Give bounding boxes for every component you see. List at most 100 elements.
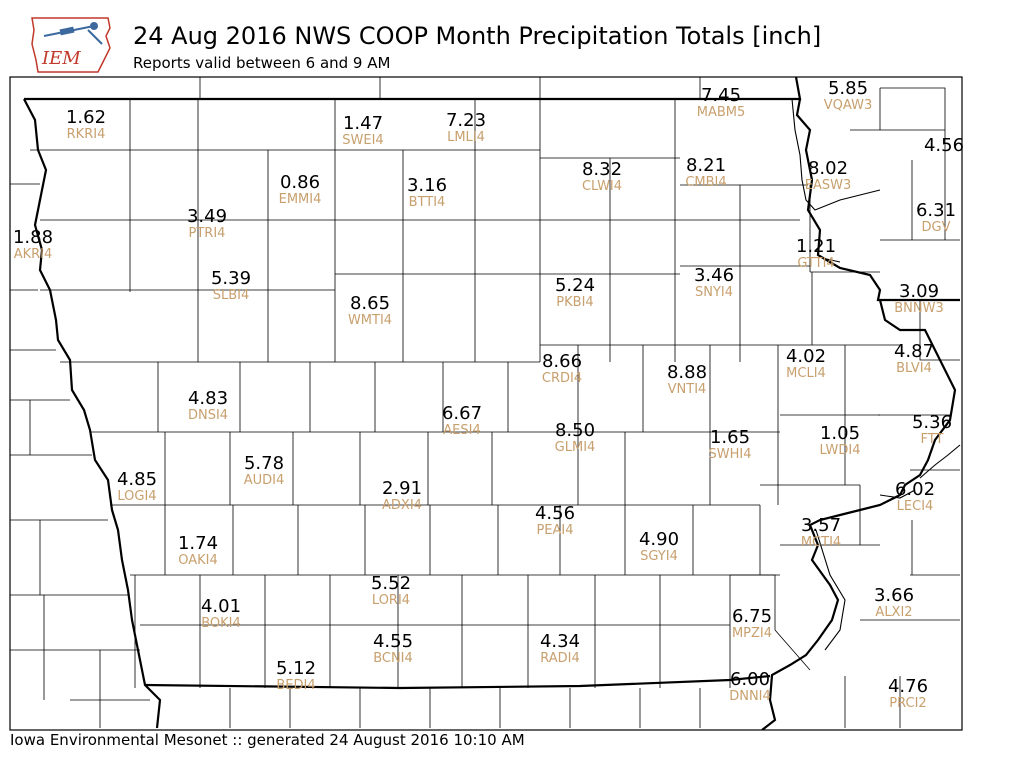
station-id: MPZI4 [732,626,772,641]
station-value: 6.67 [442,403,482,424]
station-id: ALXI2 [875,605,912,620]
station-id: SWHI4 [709,447,752,462]
station-id: BNNW3 [894,301,944,316]
station-value: 1.47 [343,113,383,134]
station-value: 8.32 [582,159,622,180]
iem-logo: IEM [31,17,111,73]
station-id: AKRI4 [14,247,53,262]
station-id: PKBI4 [556,295,593,310]
station-value: 4.56 [535,503,575,524]
station-id: WMTI4 [348,313,392,328]
station-marker: 4.56 [924,135,964,156]
station-value: 6.31 [916,200,956,221]
station-value: 4.90 [639,529,679,550]
station-value: 4.02 [786,346,826,367]
station-id: SNYI4 [695,285,733,300]
station-value: 5.12 [276,658,316,679]
station-id: SGYI4 [640,549,678,564]
station-value: 4.55 [373,631,413,652]
station-id: AUDI4 [244,473,285,488]
station-id: LORI4 [372,593,410,608]
station-id: LECI4 [897,499,934,514]
river-lines [791,98,961,651]
station-id: CLWI4 [582,179,622,194]
station-id: PRCI2 [889,696,926,711]
station-id: VQAW3 [824,98,872,113]
station-id: RKRI4 [67,127,106,142]
station-value: 4.87 [894,341,934,362]
station-id: BTTI4 [409,195,446,210]
station-id: FTT [921,432,944,447]
station-value: 4.01 [201,596,241,617]
station-id: PTRI4 [189,226,226,241]
station-value: 3.66 [874,585,914,606]
station-id: LOGI4 [117,489,156,504]
footer-credit: Iowa Environmental Mesonet :: generated … [10,731,525,749]
station-id: CRDI4 [542,371,582,386]
station-value: 5.85 [828,78,868,99]
station-value: 3.57 [801,515,841,536]
station-id: SWEI4 [342,133,383,148]
station-value: 1.65 [710,427,750,448]
station-value: 1.21 [796,236,836,257]
station-value: 4.83 [188,388,228,409]
station-value: 1.74 [178,533,218,554]
map-frame [9,76,963,731]
station-id: MCLI4 [786,366,826,381]
station-value: 8.88 [667,362,707,383]
station-id: BEDI4 [276,678,315,693]
neighbor-county-lines [10,77,960,728]
station-value: 7.45 [701,85,741,106]
iowa-state-border [23,77,960,730]
station-value: 5.52 [371,573,411,594]
station-value: 0.86 [280,172,320,193]
station-value: 8.02 [808,158,848,179]
station-id: OAKI4 [178,553,218,568]
station-id: VNTI4 [668,382,707,397]
iowa-county-lines [30,99,950,688]
station-id: GTTI4 [797,256,834,271]
station-value: 5.36 [912,412,952,433]
station-value: 1.88 [13,227,53,248]
station-value: 4.85 [117,469,157,490]
station-value: 1.05 [820,423,860,444]
station-value: 7.23 [446,110,486,131]
station-value: 8.66 [542,351,582,372]
station-id: GLMI4 [555,440,596,455]
station-id: SLBI4 [213,288,250,303]
station-value: 4.34 [540,631,580,652]
station-id: LMLI4 [447,130,485,145]
